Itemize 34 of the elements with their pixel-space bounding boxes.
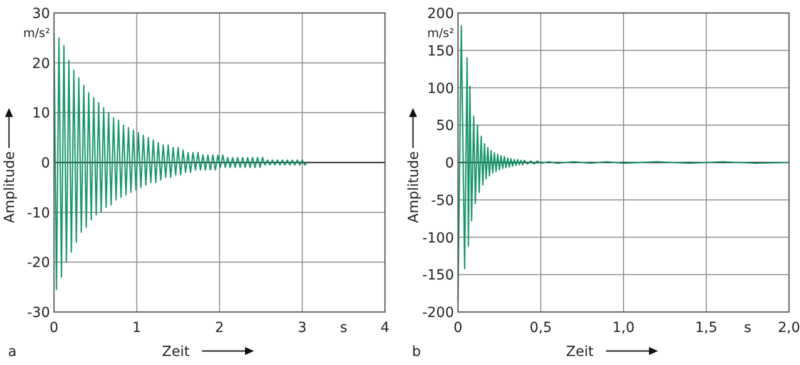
x-tick-label: 4: [380, 320, 390, 336]
y-tick-label: 0: [41, 156, 50, 172]
y-tick-label: 150: [427, 43, 454, 60]
x-tick-label: 2,0: [778, 320, 800, 336]
y-tick-label: -100: [422, 230, 454, 246]
y-axis-title: Amplitude: [2, 151, 18, 223]
text: b: [412, 344, 421, 360]
y-tick-label: 200: [427, 6, 454, 22]
text: s: [744, 320, 752, 336]
y-tick-label: -30: [27, 305, 50, 321]
y-axis-title: Amplitude: [406, 151, 422, 223]
y-tick-label: -20: [27, 255, 50, 272]
y-tick-label: 30: [32, 6, 50, 22]
x-tick-label: 0,5: [530, 320, 552, 336]
y-tick-label: 20: [32, 56, 50, 72]
y-tick-label: -10: [27, 205, 50, 222]
y-tick-label: 0: [445, 156, 454, 172]
y-tick-label: -50: [431, 192, 454, 209]
x-tick-label: 1,5: [695, 320, 718, 336]
x-tick-label: 2: [215, 320, 224, 336]
text: m/s²: [427, 26, 454, 40]
y-tick-label: 10: [32, 106, 50, 122]
y-tick-label: 100: [427, 80, 454, 97]
x-tick-label: 1,0: [612, 320, 635, 336]
x-tick-label: 1: [132, 320, 142, 336]
x-tick-label: 3: [298, 320, 307, 336]
text: m/s²: [23, 26, 50, 40]
y-tick-label: 50: [436, 118, 454, 134]
y-tick-label: -200: [422, 305, 454, 321]
y-tick-label: -150: [422, 268, 454, 284]
text: s: [340, 320, 348, 336]
x-axis-title: Zeit: [566, 344, 594, 360]
x-axis-title: Zeit: [162, 344, 190, 360]
text: a: [8, 344, 17, 360]
